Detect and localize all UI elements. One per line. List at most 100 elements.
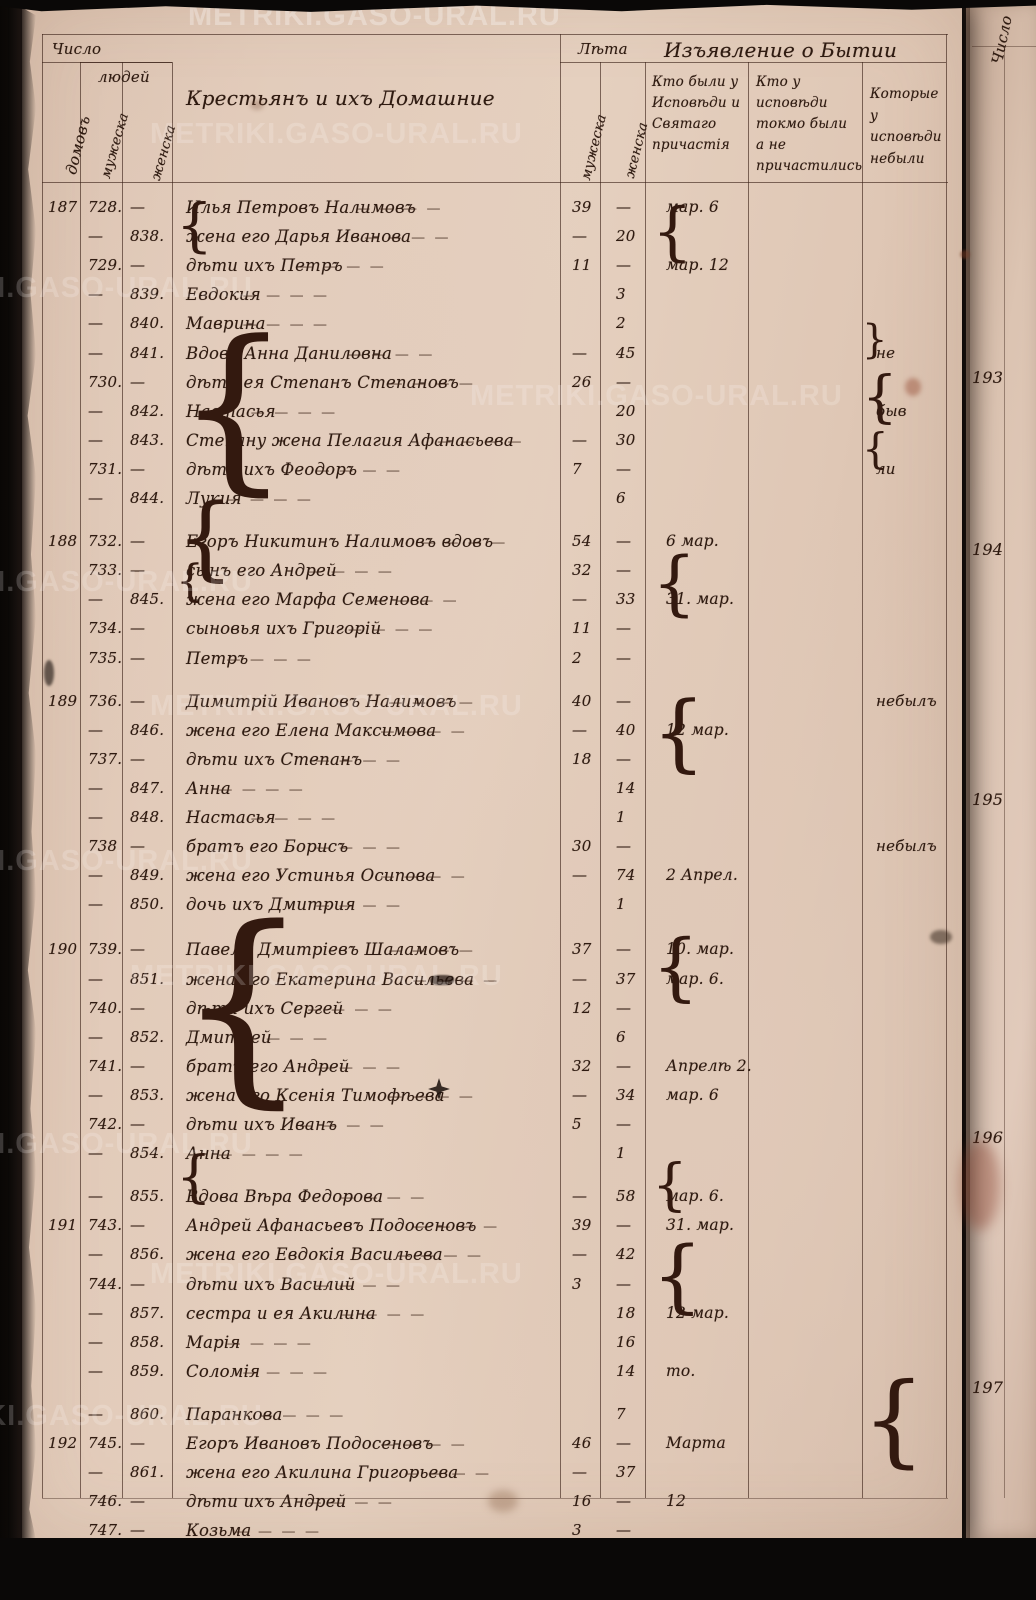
cell: 6 (616, 1027, 626, 1046)
cell: 187 (48, 198, 78, 216)
cell: — (88, 314, 104, 333)
dash-filler: — — — — (388, 375, 476, 392)
cell: Настасья (186, 808, 276, 827)
dash-filler: — — — — (315, 1059, 403, 1076)
rule-v-age-female (645, 62, 646, 1498)
dash-filler: — — — — (380, 1437, 468, 1453)
cell: жена его Екатерина Васильева (186, 969, 475, 989)
dash-filler: — — — — (412, 972, 500, 989)
date-brace: { (862, 1361, 926, 1478)
cell: — (88, 895, 104, 914)
cell: — (88, 285, 104, 304)
note-brace: } (862, 317, 888, 363)
cell: Егоръ Никитинъ Налимовъ вдовъ (186, 532, 494, 552)
cell: — (130, 998, 146, 1017)
cell: — (88, 1404, 104, 1423)
cell: 190 (48, 940, 78, 959)
rule-top (42, 34, 948, 35)
cell: — (88, 969, 104, 988)
cell: дѣти ихъ Сергей (186, 998, 344, 1018)
dash-filler: — — — — (242, 288, 330, 305)
cell: Маврина (186, 314, 266, 334)
dash-filler: — — — — (364, 230, 452, 247)
cell: Дмитрей (186, 1027, 272, 1047)
cell: 16 (572, 1492, 592, 1511)
register-leaf (22, 0, 962, 1540)
cell: 31. мар. (666, 1216, 735, 1235)
cell: дѣти ихъ Андрей (186, 1492, 347, 1512)
cell: — (88, 1187, 104, 1206)
cell: — (88, 590, 104, 609)
margin-page-number: 196 (972, 1128, 1004, 1147)
cell: — (616, 561, 632, 580)
cell: — (88, 1303, 104, 1322)
cell: 34 (616, 1085, 636, 1104)
cell: братъ его Андрей (186, 1056, 350, 1076)
dash-filler: — — — — (218, 781, 306, 798)
cell: сыновья ихъ Григорій (186, 619, 382, 639)
cell: — (130, 372, 146, 391)
cell: 12 (572, 998, 592, 1017)
cell: 37 (572, 940, 592, 959)
cell: — (130, 749, 146, 768)
cell: дѣти ихъ Степанъ (186, 749, 363, 769)
cell: — (616, 459, 632, 478)
facing-page (966, 0, 1036, 1540)
rule-facing-v (1004, 46, 1005, 1498)
cell: 192 (48, 1434, 78, 1452)
dash-filler: — — — — (258, 1407, 346, 1424)
dash-filler: — — — — (404, 1466, 492, 1483)
cell: — (572, 430, 588, 449)
note-brace: { (862, 424, 889, 473)
cell: мар. 6 (666, 198, 719, 216)
cell: 14 (616, 1361, 636, 1380)
group-brace: { (176, 556, 204, 607)
cell: дѣти ихъ Василий (186, 1274, 356, 1294)
cell: 37 (616, 969, 636, 988)
cell: 14 (616, 778, 636, 797)
dash-filler: — — — — (234, 1524, 322, 1541)
cell: 844. (130, 489, 165, 507)
cell: быв (876, 401, 907, 420)
cell: — (616, 648, 632, 667)
cell: 39 (572, 1216, 592, 1235)
header-notes-group: Изъявление о Бытии (664, 38, 898, 62)
cell: 58 (616, 1187, 636, 1206)
cell: Илья Петровъ Налимовъ (186, 198, 416, 217)
cell: 738 (88, 837, 118, 856)
cell: — (616, 532, 632, 551)
cell: жена его Евдокія Васильева (186, 1245, 443, 1265)
cell: 7 (616, 1404, 626, 1423)
dash-filler: — — — — (315, 840, 403, 857)
cell: — (130, 256, 146, 275)
cell: — (572, 866, 588, 885)
cell: 6 мар. (666, 532, 719, 551)
dash-filler: — — — — (226, 492, 314, 508)
rule-v-note1 (748, 62, 749, 1498)
date-brace: { (652, 1153, 688, 1218)
cell: 860. (130, 1404, 165, 1423)
cell: — (130, 648, 146, 667)
cell: 843. (130, 430, 165, 449)
cell: жена его Акилина Григорьева (186, 1463, 459, 1483)
cell: 851. (130, 969, 165, 988)
dash-filler: — — — — (315, 752, 403, 769)
cell: — (616, 1216, 632, 1235)
cell: 3 (616, 285, 626, 304)
cell: 11 (572, 619, 592, 638)
cell: — (130, 1492, 146, 1511)
cell: 40 (572, 691, 592, 710)
cell: 189 (48, 691, 78, 710)
cell: Андрей Афанасьевъ Подосеновъ (186, 1216, 477, 1236)
cell: 30 (616, 430, 636, 449)
cell: 10. мар. (666, 940, 735, 959)
dash-filler: — — — — (348, 622, 435, 639)
cell: — (616, 1056, 632, 1075)
dash-filler: — — — — (372, 593, 460, 610)
cell: 734. (88, 619, 123, 638)
cell: — (88, 720, 104, 739)
cell: 31. мар. (666, 590, 735, 609)
cell: 840. (130, 314, 165, 333)
cell: 30 (572, 837, 592, 856)
cell: Вдова Анна Даниловна (186, 343, 393, 363)
